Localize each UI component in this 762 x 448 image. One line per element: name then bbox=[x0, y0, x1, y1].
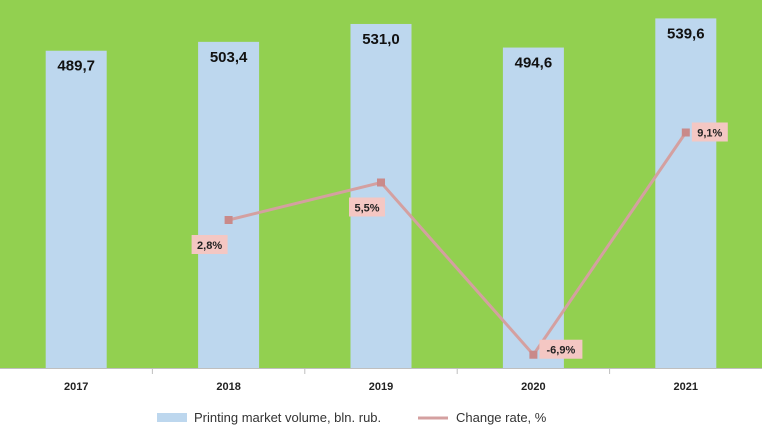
bar-value-label-2021: 539,6 bbox=[667, 25, 705, 42]
bar-value-label-2019: 531,0 bbox=[362, 31, 400, 48]
bar-value-label-2020: 494,6 bbox=[515, 55, 553, 72]
bar-value-label-2017: 489,7 bbox=[57, 58, 95, 75]
rate-label-2021: 9,1% bbox=[697, 128, 722, 140]
rate-marker-2021 bbox=[681, 128, 690, 137]
x-axis: 2017 2018 2019 2020 2021 bbox=[64, 368, 698, 393]
x-tick-label-2019: 2019 bbox=[369, 381, 393, 393]
rate-label-2018: 2,8% bbox=[197, 240, 222, 252]
rate-label-box-2021 bbox=[691, 122, 728, 142]
legend: Printing market volume, bln. rub. Change… bbox=[157, 410, 547, 425]
rate-label-2020: -6,9% bbox=[547, 345, 576, 357]
bar-2019 bbox=[350, 23, 412, 368]
x-tick-label-2021: 2021 bbox=[674, 381, 698, 393]
bar-2021 bbox=[655, 18, 717, 369]
rate-label-box-2019 bbox=[349, 197, 385, 217]
bars-group: 489,7 503,4 531,0 494,6 539,6 bbox=[45, 18, 717, 369]
rate-marker-2020 bbox=[529, 350, 538, 359]
rate-marker-2018 bbox=[224, 216, 233, 224]
bar-2020 bbox=[502, 47, 564, 368]
bar-value-label-2018: 503,4 bbox=[210, 49, 248, 66]
rate-marker-2019 bbox=[377, 178, 385, 187]
rate-label-box-2020 bbox=[539, 339, 583, 359]
rate-line bbox=[228, 131, 688, 358]
rate-label-box-2018 bbox=[191, 235, 228, 254]
legend-label-bar: Printing market volume, bln. rub. bbox=[194, 410, 381, 425]
rate-label-2019: 5,5% bbox=[354, 203, 379, 215]
bar-2017 bbox=[45, 50, 107, 368]
x-tick-label-2018: 2018 bbox=[216, 381, 240, 393]
legend-swatch-bar bbox=[157, 413, 187, 422]
legend-label-line: Change rate, % bbox=[456, 410, 547, 425]
x-tick-label-2017: 2017 bbox=[64, 381, 88, 393]
x-tick-label-2020: 2020 bbox=[521, 381, 545, 393]
bar-2018 bbox=[198, 41, 260, 369]
rate-line-group: 2,8% 5,5% -6,9% 9,1% bbox=[191, 122, 728, 359]
